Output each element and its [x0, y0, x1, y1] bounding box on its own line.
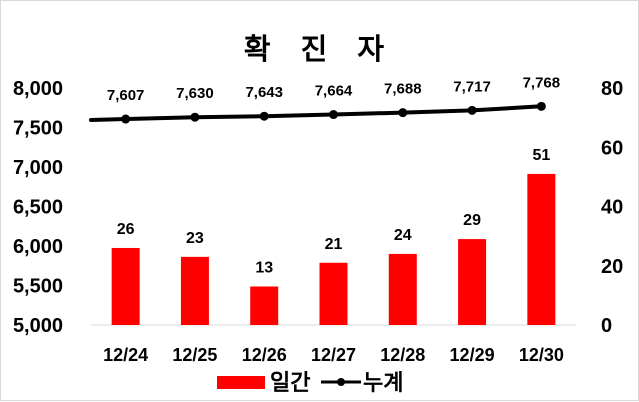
bar [527, 173, 556, 325]
line-series [89, 101, 546, 124]
left-tick-label: 8,000 [13, 78, 63, 100]
bar-value-label: 13 [255, 259, 273, 276]
right-axis: 0 20 40 60 80 [601, 78, 623, 337]
bar-value-label: 23 [186, 230, 204, 247]
x-tick-label: 12/26 [242, 345, 287, 365]
x-tick-label: 12/30 [519, 345, 564, 365]
legend-marker-line [337, 378, 345, 386]
right-tick-label: 40 [601, 197, 623, 219]
x-tick-label: 12/28 [380, 345, 425, 365]
bar [180, 256, 209, 325]
line-value-label: 7,664 [315, 83, 353, 100]
legend-label-line: 누계 [363, 371, 403, 396]
line-value-label: 7,630 [176, 85, 214, 102]
line-path [89, 104, 544, 122]
left-tick-label: 6,000 [13, 236, 63, 258]
left-tick-label: 5,000 [13, 315, 63, 337]
left-tick-label: 7,000 [13, 157, 63, 179]
x-tick-label: 12/29 [450, 345, 495, 365]
bar [111, 247, 140, 325]
line-point [121, 114, 131, 124]
legend-label-bar: 일간 [270, 371, 310, 396]
right-tick-label: 20 [601, 256, 623, 278]
line-value-label: 7,688 [384, 81, 422, 98]
bar [250, 286, 279, 325]
line-point [467, 105, 477, 115]
bar-data-labels: 26 23 13 21 24 29 51 [117, 147, 551, 277]
right-tick-label: 80 [601, 78, 623, 100]
line-data-labels: 7,607 7,630 7,643 7,664 7,688 7,717 7,768 [107, 74, 560, 104]
line-point [536, 101, 546, 111]
left-tick-label: 5,500 [13, 276, 63, 298]
left-tick-label: 6,500 [13, 197, 63, 219]
bar [388, 253, 417, 325]
bar-value-label: 51 [532, 147, 550, 164]
bar-value-label: 24 [394, 227, 412, 244]
line-point [259, 111, 269, 121]
line-value-label: 7,607 [107, 87, 145, 104]
left-axis: 5,000 5,500 6,000 6,500 7,000 7,500 8,000 [13, 78, 63, 337]
right-tick-label: 0 [601, 315, 612, 337]
bar-series [111, 173, 556, 325]
x-tick-label: 12/24 [103, 345, 148, 365]
left-tick-label: 7,500 [13, 118, 63, 140]
bar [319, 262, 348, 325]
bar-value-label: 26 [117, 221, 135, 238]
line-value-label: 7,768 [523, 74, 561, 91]
chart-title: 확 진 자 [244, 32, 394, 66]
x-tick-label: 12/25 [172, 345, 217, 365]
legend: 일간 누계 [217, 371, 403, 396]
legend-swatch-bar [217, 376, 265, 389]
line-point [329, 110, 338, 120]
x-tick-label: 12/27 [311, 345, 356, 365]
line-point [190, 112, 200, 122]
bar-value-label: 29 [463, 212, 481, 229]
bar-value-label: 21 [325, 236, 343, 253]
bar [458, 239, 487, 325]
line-value-label: 7,717 [453, 78, 491, 95]
line-value-label: 7,643 [245, 84, 283, 101]
line-point [398, 108, 408, 118]
x-axis: 12/24 12/25 12/26 12/27 12/28 12/29 12/30 [103, 345, 564, 365]
right-tick-label: 60 [601, 137, 623, 159]
